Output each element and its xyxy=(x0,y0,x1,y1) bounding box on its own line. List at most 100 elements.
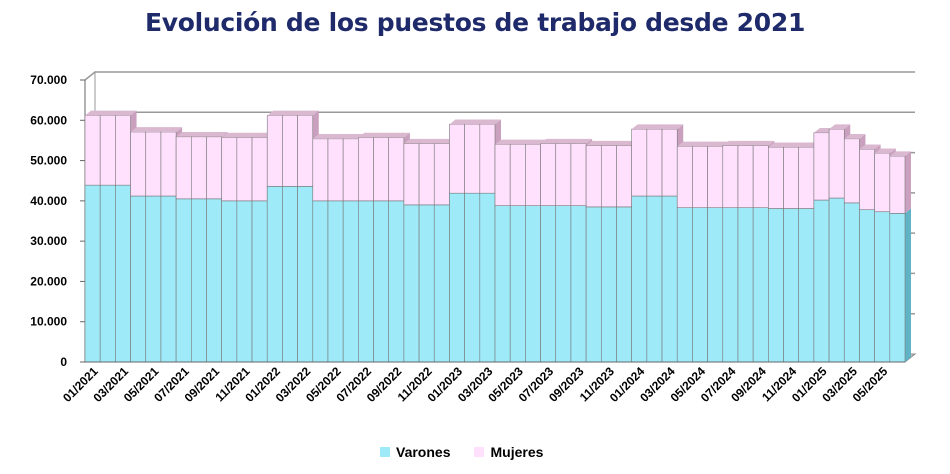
bar-mujeres xyxy=(540,143,557,206)
bar-mujeres xyxy=(570,143,587,206)
bar-mujeres xyxy=(555,143,572,206)
bar-mujeres xyxy=(798,146,815,209)
bar-mujeres xyxy=(783,146,800,209)
bar-top xyxy=(312,134,334,139)
bar-varones xyxy=(373,200,390,363)
bar-varones xyxy=(798,208,815,363)
bar-mujeres xyxy=(464,124,481,194)
bar-top xyxy=(419,138,441,144)
bar-top xyxy=(601,140,623,146)
bar-mujeres xyxy=(479,124,496,194)
bar-mujeres xyxy=(282,115,298,187)
legend-label: Varones xyxy=(396,444,451,460)
bar-varones xyxy=(768,208,784,363)
bar-top xyxy=(722,140,744,146)
bar-mujeres xyxy=(221,137,238,202)
bar-varones xyxy=(388,200,405,363)
bar-varones xyxy=(555,205,572,363)
bar-mujeres xyxy=(175,136,192,200)
bar-mujeres xyxy=(84,115,101,186)
bar-mujeres xyxy=(418,143,435,206)
bar-varones xyxy=(342,200,359,363)
bar-varones xyxy=(433,204,450,363)
bar-top xyxy=(115,110,137,116)
bar-top xyxy=(479,119,501,125)
bar-varones xyxy=(221,200,238,363)
bar-top xyxy=(160,127,183,132)
bar-mujeres xyxy=(874,153,891,213)
bar-top xyxy=(85,110,107,116)
y-tick-label: 50.000 xyxy=(30,154,67,168)
bar-mujeres xyxy=(160,131,177,197)
bar-varones xyxy=(813,199,830,363)
bar-mujeres xyxy=(145,131,162,197)
bar-mujeres xyxy=(403,143,420,206)
legend-item-varones: Varones xyxy=(380,444,450,460)
bar-mujeres xyxy=(600,145,617,208)
bar-varones xyxy=(828,197,845,363)
bar-mujeres xyxy=(206,136,222,200)
bar-varones xyxy=(540,205,557,363)
bar-mujeres xyxy=(190,136,207,200)
bar-mujeres xyxy=(828,128,845,199)
bar-varones xyxy=(327,200,344,363)
bar-mujeres xyxy=(843,138,860,204)
bar-varones xyxy=(509,205,526,363)
y-tick-label: 30.000 xyxy=(30,234,67,248)
bar-varones xyxy=(494,205,511,363)
gridline xyxy=(84,111,915,121)
y-tick-label: 10.000 xyxy=(30,315,67,329)
bar-varones xyxy=(190,198,207,363)
bar-top xyxy=(692,141,714,147)
bar-varones xyxy=(646,195,663,363)
bar-mujeres xyxy=(358,137,374,202)
bar-varones xyxy=(722,207,739,363)
legend-label: Mujeres xyxy=(490,444,544,460)
bar-top xyxy=(510,139,532,145)
bar-mujeres xyxy=(859,148,875,211)
bar-top xyxy=(464,119,486,125)
bar-mujeres xyxy=(707,146,724,209)
bar-mujeres xyxy=(297,115,314,187)
bar-top xyxy=(130,127,152,132)
bar-varones xyxy=(874,211,891,363)
y-tick-label: 70.000 xyxy=(30,73,67,87)
bar-varones xyxy=(115,184,131,363)
bar-varones xyxy=(616,206,632,363)
bar-varones xyxy=(570,205,587,363)
bar-top xyxy=(327,134,350,139)
bar-varones xyxy=(145,195,162,363)
bar-varones xyxy=(585,206,602,363)
bar-mujeres xyxy=(631,128,648,197)
bar-varones xyxy=(266,186,283,363)
bar-mujeres xyxy=(327,138,344,202)
bar-varones xyxy=(358,200,374,363)
bar-mujeres xyxy=(737,145,754,209)
bar-varones xyxy=(707,207,724,363)
bar-mujeres xyxy=(388,137,405,202)
bar-top xyxy=(388,132,410,138)
bar-mujeres xyxy=(130,131,147,197)
legend: Varones Mujeres xyxy=(380,444,543,460)
bar-mujeres xyxy=(585,145,602,208)
bar-mujeres xyxy=(813,132,830,201)
bar-top xyxy=(540,138,562,144)
bar-mujeres xyxy=(266,115,283,187)
bar-varones xyxy=(843,202,860,363)
bar-top xyxy=(783,142,805,148)
bar-top xyxy=(631,124,653,130)
bar-varones xyxy=(661,195,678,363)
bar-top xyxy=(646,124,669,130)
bar-mujeres xyxy=(722,145,739,209)
bar-top xyxy=(403,138,426,144)
bar-top xyxy=(282,110,304,116)
bar-top xyxy=(495,139,517,145)
bar-varones xyxy=(631,195,648,363)
y-tick-label: 0 xyxy=(60,355,67,369)
bar-varones xyxy=(600,206,617,363)
bar-mujeres xyxy=(342,138,359,202)
bar-top xyxy=(449,119,471,125)
chart-title: Evolución de los puestos de trabajo desd… xyxy=(144,8,806,37)
y-tick-label: 40.000 xyxy=(30,194,67,208)
bar-top xyxy=(570,138,593,144)
